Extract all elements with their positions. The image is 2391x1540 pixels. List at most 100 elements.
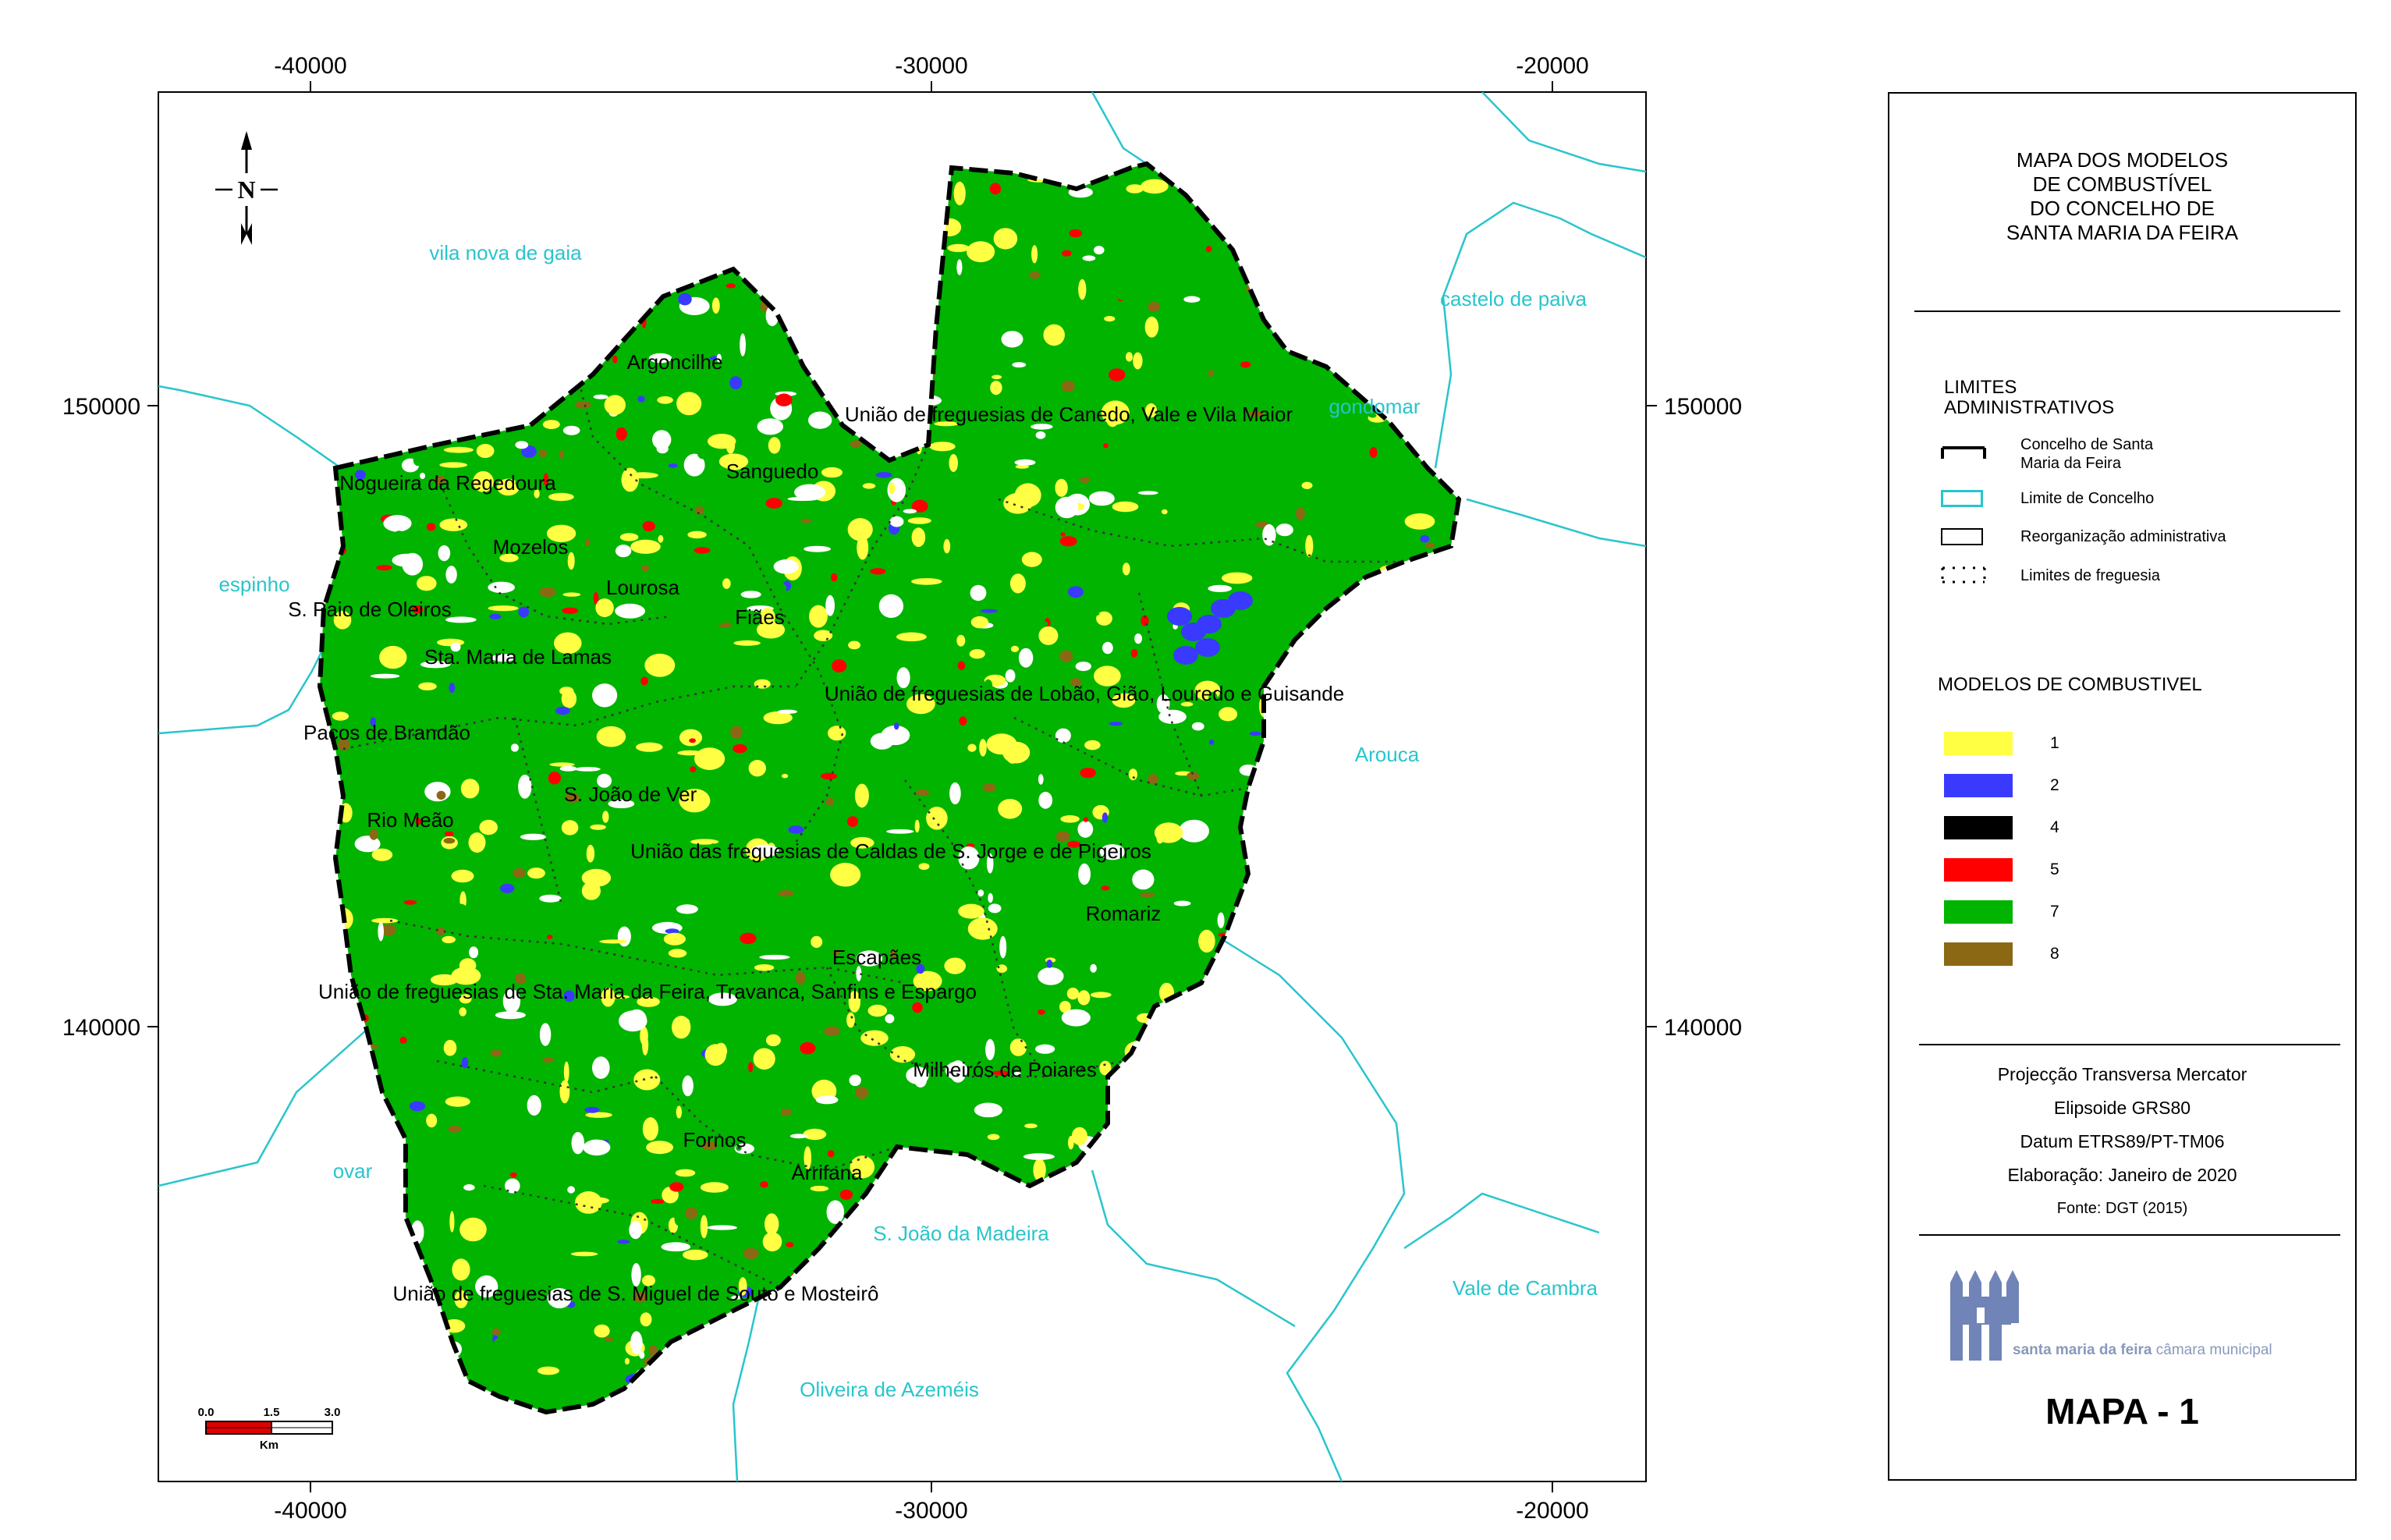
fuel-patch: [499, 883, 515, 893]
legend-title-line: SANTA MARIA DA FEIRA: [2006, 221, 2239, 244]
fuel-patch: [642, 1275, 655, 1286]
fuel-patch: [788, 825, 804, 834]
fuel-patch: [479, 819, 498, 836]
fuel-patch: [862, 662, 880, 671]
fuel-model-label: 8: [2050, 945, 2059, 963]
fuel-patch: [765, 498, 782, 509]
fuel-patch: [436, 790, 446, 800]
fuel-patch: [676, 904, 698, 914]
fuel-patch: [928, 647, 938, 655]
fuel-patch: [943, 539, 951, 554]
fuel-patch: [1103, 443, 1109, 449]
fuel-patch: [392, 530, 406, 544]
admin-item-label: Limite de Concelho: [2020, 490, 2155, 507]
fuel-patch: [448, 1125, 462, 1133]
fuel-patch: [848, 640, 861, 650]
fuel-patch: [871, 908, 881, 917]
fuel-patch: [949, 454, 958, 472]
fuel-patch: [1077, 990, 1091, 1006]
fuel-patch: [1015, 464, 1030, 469]
fuel-patch: [1082, 255, 1096, 261]
projection-line: Elaboração: Janeiro de 2020: [2007, 1165, 2237, 1185]
fuel-patch: [1031, 619, 1048, 628]
fuel-patch: [418, 682, 437, 690]
fuel-patch: [600, 995, 630, 999]
fuel-patch: [795, 971, 806, 985]
fuel-patch: [1148, 301, 1160, 312]
fuel-patch: [592, 1056, 610, 1079]
parish-label: Mozelos: [493, 535, 569, 559]
fuel-patch: [1144, 316, 1159, 338]
fuel-patch: [1118, 967, 1133, 981]
fuel-patch: [408, 835, 421, 843]
neighbour-label: Vale de Cambra: [1453, 1276, 1598, 1300]
fuel-patch: [708, 992, 737, 1006]
fuel-patch: [442, 935, 456, 944]
fuel-model-swatch: [1944, 816, 2013, 839]
fuel-patch: [850, 836, 874, 849]
fuel-patch: [1000, 592, 1016, 606]
y-tick-label: 140000: [62, 1015, 140, 1041]
legend-title-line: DE COMBUSTÍVEL: [2032, 172, 2212, 196]
fuel-patch: [592, 478, 604, 484]
fuel-patch: [1082, 368, 1096, 381]
fuel-patch: [748, 610, 757, 620]
fuel-patch: [1061, 1009, 1091, 1027]
fuel-patch: [604, 1336, 614, 1343]
fuel-patch: [807, 969, 818, 976]
fuel-patch: [469, 1290, 477, 1300]
fuel-patch: [560, 748, 569, 754]
fuel-patch: [1096, 611, 1112, 626]
fuel-patch: [593, 591, 599, 605]
fuel-patch: [642, 692, 648, 706]
fuel-patch: [1420, 534, 1430, 543]
fuel-patch: [574, 767, 601, 772]
fuel-patch: [1249, 731, 1261, 736]
neighbour-labels: vila nova de gaia castelo de paiva gondo…: [218, 241, 1598, 1401]
fuel-patch: [1100, 844, 1125, 860]
fuel-patch: [1059, 650, 1073, 662]
fuel-patch: [985, 1038, 995, 1060]
fuel-patch: [1021, 552, 1042, 567]
fuel-patch: [733, 640, 761, 646]
fuel-patch: [820, 772, 837, 780]
parish-label: União de freguesias de Sta. Maria da Fei…: [318, 980, 977, 1003]
fuel-patch: [856, 966, 862, 981]
fuel-patch: [1046, 960, 1053, 968]
fuel-patch: [1101, 812, 1109, 823]
fuel-patch: [371, 848, 393, 861]
fuel-patch: [757, 418, 783, 435]
fuel-patch: [615, 427, 627, 441]
fuel-patch: [992, 1070, 1009, 1076]
fuel-patch: [676, 392, 702, 416]
fuel-patch: [830, 573, 838, 582]
fuel-patch: [947, 243, 970, 253]
fuel-model-label: 2: [2050, 776, 2059, 794]
fuel-patch: [775, 393, 793, 406]
fuel-patch: [685, 1207, 698, 1219]
fuel-patch: [1184, 417, 1197, 423]
parish-label: Sanguedo: [726, 460, 819, 483]
fuel-patch: [748, 1062, 754, 1073]
fuel-patch: [800, 1041, 816, 1055]
fuel-patch: [1159, 580, 1172, 586]
fuel-patch: [617, 926, 631, 947]
neighbour-label: S. João da Madeira: [873, 1222, 1049, 1245]
fuel-patch: [626, 668, 643, 675]
fuel-patch: [1090, 963, 1097, 973]
fuel-patch: [1270, 442, 1284, 454]
fuel-patch: [642, 1034, 649, 1056]
fuel-patch: [438, 545, 451, 562]
fuel-patch: [815, 1095, 839, 1105]
fuel-patch: [554, 632, 582, 655]
fuel-patch: [683, 1249, 708, 1261]
fuel-patch: [867, 1004, 888, 1017]
neighbour-label: castelo de paiva: [1440, 287, 1587, 310]
fuel-patch: [1105, 410, 1119, 428]
fuel-patch: [1013, 1071, 1021, 1076]
axis-ticks: [147, 81, 1657, 1492]
fuel-patch: [794, 484, 826, 501]
fuel-patch: [1145, 910, 1159, 919]
fuel-patch: [1208, 691, 1218, 704]
fuel-patch: [1067, 586, 1084, 598]
